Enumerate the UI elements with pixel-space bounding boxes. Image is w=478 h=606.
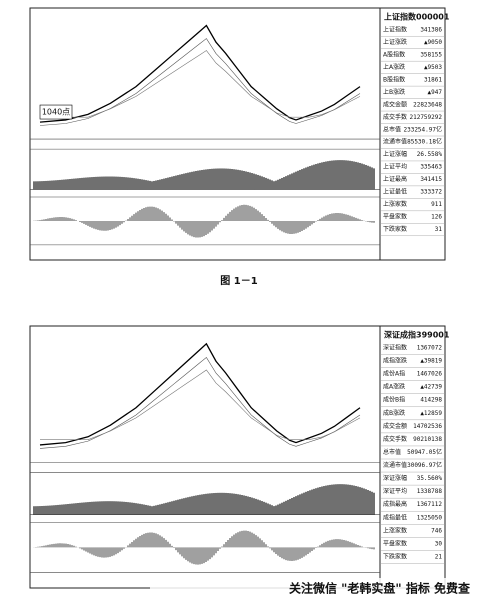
ma-line [39,38,361,126]
row-value: ▲9503 [424,64,442,71]
row-label: A股指数 [383,50,405,58]
watermark-bg [150,578,476,600]
row-label: 下跌家数 [383,225,407,233]
row-label: 上涨家数 [383,200,407,208]
row-value: 212759292 [409,114,442,121]
row-value: 35.560% [417,475,443,482]
watermark: 关注微信 "老韩实盘" 指标 免费查 [289,581,471,596]
row-value: ▲947 [428,89,443,96]
annotation: 1040点 [42,108,70,117]
row-label: 上证涨幅 [383,150,407,158]
row-label: 平盘家数 [383,539,407,547]
row-label: 成份A指 [383,370,405,378]
panel-title: 深证成指399001 [384,330,450,340]
ma-line [39,356,361,449]
row-value: 22823648 [413,101,442,108]
row-value: 30096.97亿 [407,461,442,469]
row-label: 成A涨跌 [383,383,405,391]
row-value: ▲9050 [424,39,442,46]
row-label: 深证指数 [383,344,407,352]
row-value: 1325050 [417,514,443,521]
row-label: 平盘家数 [383,213,407,221]
row-label: 成交金额 [383,100,407,108]
row-value: 1338788 [417,488,443,495]
row-label: 流通市值 [383,138,407,146]
row-value: 233254.97亿 [403,125,442,133]
row-value: 746 [431,527,442,534]
row-label: 上A涨跌 [383,63,405,71]
row-label: 成指涨跌 [383,357,407,365]
ma-line [40,50,361,118]
row-value: ▲42739 [420,384,442,391]
row-label: 下跌家数 [383,552,407,560]
row-label: 上证最高 [383,175,407,183]
row-label: 深证平均 [383,487,407,495]
row-value: 358155 [420,51,442,58]
row-label: 成交金额 [383,422,407,430]
row-label: B股指数 [383,75,405,83]
row-label: 上证平均 [383,163,407,171]
row-value: 85530.18亿 [407,138,442,146]
chart-frame [29,7,446,261]
panel-title: 上证指数000001 [384,12,450,22]
row-label: 成交手数 [383,113,407,121]
row-value: 126 [431,214,442,221]
row-label: 深证涨幅 [383,474,407,482]
row-label: 成指最低 [383,513,407,521]
row-value: 341415 [420,176,442,183]
chart: 1040点 上证指数000001 上证指数 341386 上证涨跌 ▲9050 A股指数 35… [29,7,450,261]
ma-line [40,369,361,441]
row-value: 1467026 [417,371,443,378]
row-value: 414298 [420,397,442,404]
row-label: 流通市值 [383,461,407,469]
row-label: 上B涨跌 [383,88,405,96]
row-value: ▲12859 [420,410,442,417]
row-label: 成交手数 [383,435,407,443]
row-value: 31861 [424,76,442,83]
row-value: 30 [435,540,443,547]
row-value: 50947.05亿 [407,448,442,456]
row-value: 14702536 [413,423,442,430]
row-label: 上证最低 [383,188,407,196]
row-value: 341386 [420,27,442,34]
row-label: 上证指数 [383,26,407,34]
row-value: 90210138 [413,436,442,443]
row-value: 911 [431,201,442,208]
row-label: 成指最高 [383,500,407,508]
chart-frame [29,325,446,589]
row-label: 上涨家数 [383,526,407,534]
row-value: 1367072 [417,345,443,352]
caption: 图 1－1 [220,275,257,287]
price-line [39,24,361,123]
row-label: 总市值 [383,448,401,456]
row-value: 335463 [420,164,442,171]
annotation-box [39,104,73,120]
row-label: 上证涨跌 [383,38,407,46]
price-line [39,342,361,446]
row-value: 21 [435,553,443,560]
row-value: 333372 [420,189,442,196]
row-value: 26.558% [417,151,443,158]
row-value: ▲39819 [420,358,442,365]
row-value: 1367112 [417,501,443,508]
chart: 深证成指399001 深证指数 1367072 成指涨跌 ▲39819 成份A指 14670… [29,325,450,589]
row-label: 成份B指 [383,396,405,404]
row-value: 31 [435,226,443,233]
row-label: 总市值 [383,125,401,133]
row-label: 成B涨跌 [383,409,405,417]
